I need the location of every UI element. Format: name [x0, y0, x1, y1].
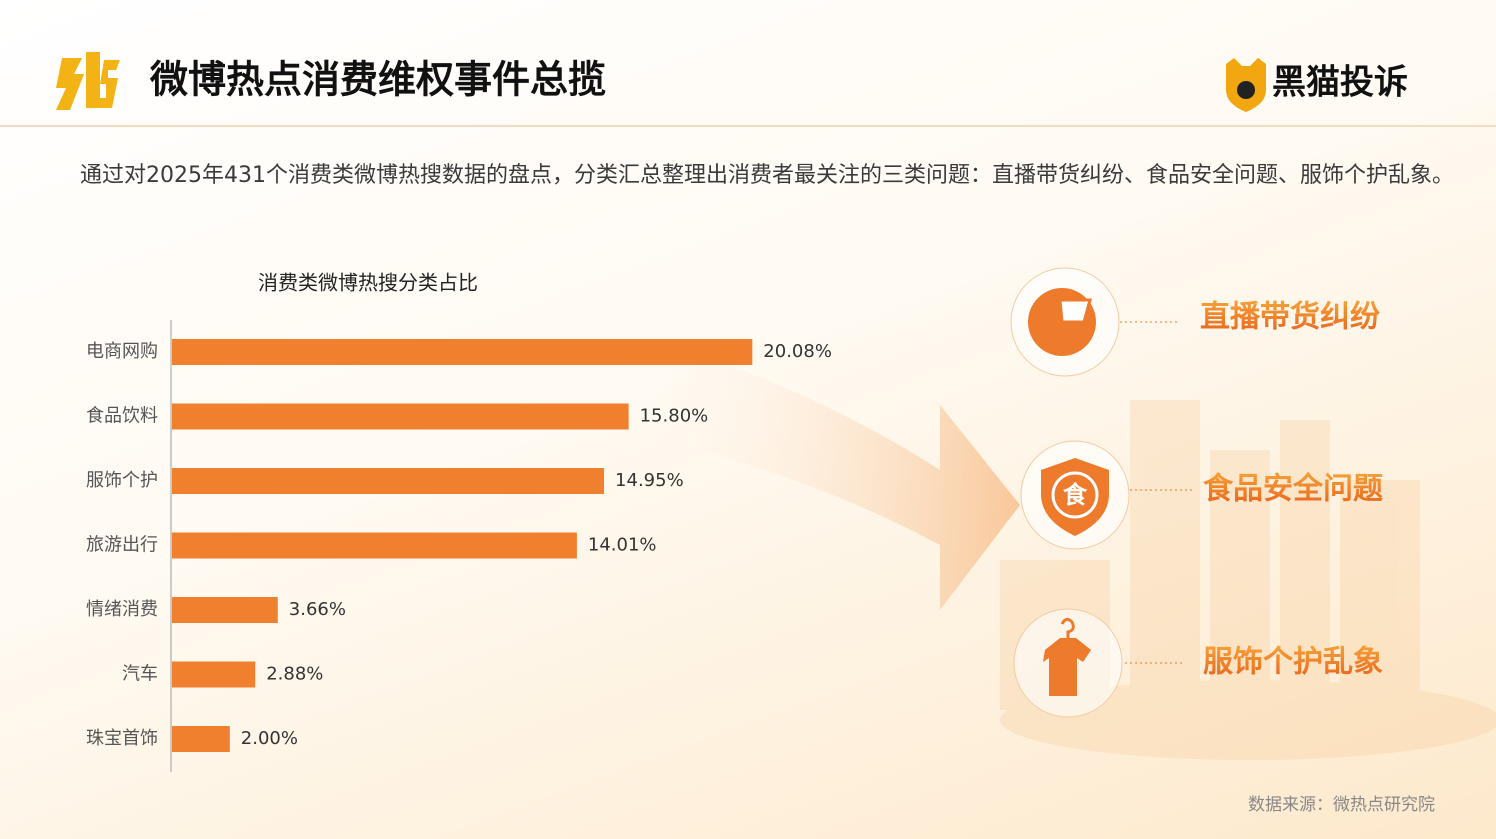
issue-label: 直播带货纠纷 [1200, 300, 1380, 335]
issue-icon-2 [1020, 440, 1192, 550]
category-label: 汽车 [122, 664, 158, 685]
bar [172, 726, 230, 752]
issue-label: 服饰个护乱象 [1203, 645, 1383, 680]
category-label: 情绪消费 [86, 599, 158, 620]
issue-icon-1 [1010, 267, 1180, 377]
issue-label: 食品安全问题 [1203, 472, 1383, 507]
brand-name: 黑猫投诉 [1272, 63, 1408, 103]
bar [172, 597, 278, 623]
issue-icon-3 [1013, 608, 1185, 718]
category-label: 电商网购 [86, 341, 158, 362]
logo [56, 52, 120, 110]
bar [172, 339, 753, 365]
category-label: 珠宝首饰 [86, 728, 158, 749]
value-label: 14.95% [615, 470, 684, 491]
category-label: 服饰个护 [86, 470, 158, 491]
bar [172, 403, 629, 430]
category-label: 旅游出行 [86, 535, 158, 556]
category-label: 食品饮料 [86, 406, 158, 427]
bar [172, 661, 256, 688]
issue-icon-text: 食 [1063, 481, 1088, 509]
chart-title: 消费类微博热搜分类占比 [258, 271, 478, 295]
value-label: 20.08% [763, 341, 832, 362]
source-note: 数据来源：微热点研究院 [1248, 795, 1435, 815]
value-label: 2.88% [266, 664, 323, 685]
bar [172, 532, 577, 559]
value-label: 15.80% [640, 406, 709, 427]
page-title: 微博热点消费维权事件总揽 [149, 58, 606, 102]
arrow-decoration [620, 330, 1020, 610]
value-label: 14.01% [588, 535, 657, 556]
bar [172, 468, 605, 494]
value-label: 3.66% [289, 599, 346, 620]
intro-text: 通过对2025年431个消费类微博热搜数据的盘点，分类汇总整理出消费者最关注的三… [80, 163, 1454, 188]
value-label: 2.00% [241, 728, 298, 749]
brand-logo [1226, 58, 1266, 112]
